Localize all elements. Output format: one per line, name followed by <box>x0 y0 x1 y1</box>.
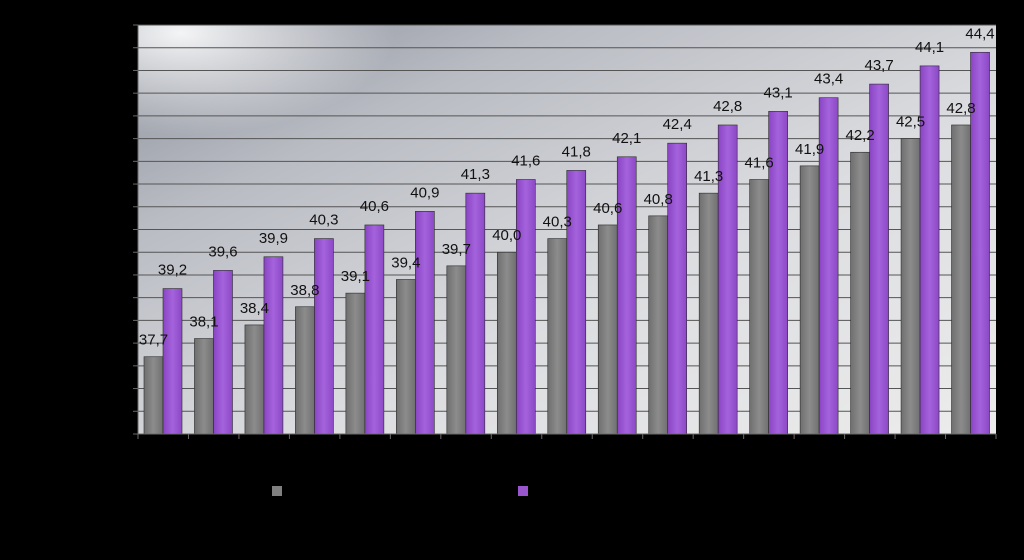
data-label-series-2: 41,6 <box>511 153 540 170</box>
data-label-series-2: 43,4 <box>814 71 843 88</box>
data-label-series-1: 40,0 <box>492 227 521 244</box>
bar-series-2 <box>515 179 536 435</box>
bar-series-2 <box>616 156 637 435</box>
bar-series-1 <box>345 292 366 435</box>
data-label-series-2: 43,7 <box>864 57 893 74</box>
bar-series-1 <box>698 192 719 435</box>
bar-series-1 <box>850 151 870 435</box>
data-label-series-1: 40,8 <box>644 191 673 208</box>
data-label-series-1: 38,1 <box>189 314 218 331</box>
bar-series-1 <box>547 238 568 435</box>
bar-series-2 <box>213 270 233 435</box>
bar-series-2 <box>263 256 284 435</box>
bar-series-1 <box>496 251 517 435</box>
data-label-series-1: 42,5 <box>896 114 925 131</box>
bar-series-1 <box>295 306 315 435</box>
data-labels: 37,7 39,2 38,1 39,6 38,4 39,9 38,8 40,3 39,1 40,6… <box>139 25 995 348</box>
bar-series-2 <box>162 288 183 435</box>
legend <box>272 486 528 496</box>
bar-series-1 <box>799 165 820 435</box>
bar-series <box>143 51 990 435</box>
data-label-series-1: 39,7 <box>442 241 471 258</box>
data-label-series-2: 39,9 <box>259 230 288 247</box>
data-label-series-2: 42,4 <box>663 116 692 133</box>
data-label-series-1: 42,8 <box>946 100 975 117</box>
data-label-series-1: 38,4 <box>240 300 269 317</box>
bar-series-1 <box>194 338 214 435</box>
data-label-series-1: 41,3 <box>694 168 723 185</box>
data-label-series-1: 41,9 <box>795 141 824 158</box>
bar-series-1 <box>597 224 618 435</box>
bar-series-2 <box>314 238 334 435</box>
bar-series-2 <box>465 192 486 435</box>
legend-swatch-series-1 <box>272 486 282 496</box>
bar-series-1 <box>648 215 669 435</box>
bar-series-2 <box>566 170 587 435</box>
bar-series-1 <box>446 265 467 435</box>
bar-series-1 <box>951 124 971 435</box>
data-label-series-2: 41,8 <box>562 143 591 160</box>
data-label-series-1: 42,2 <box>845 127 874 144</box>
data-label-series-1: 38,8 <box>290 282 319 299</box>
bar-series-1 <box>244 324 265 435</box>
bar-series-1 <box>396 279 416 435</box>
data-label-series-2: 40,6 <box>360 198 389 215</box>
bar-series-1 <box>900 138 921 435</box>
data-label-series-2: 40,9 <box>410 184 439 201</box>
data-label-series-1: 37,7 <box>139 332 168 349</box>
data-label-series-1: 40,3 <box>543 214 572 231</box>
axes <box>133 24 997 439</box>
data-label-series-2: 44,4 <box>965 25 994 42</box>
data-label-series-2: 42,1 <box>612 130 641 147</box>
bar-series-2 <box>364 224 385 435</box>
data-label-series-1: 41,6 <box>745 155 774 172</box>
data-label-series-1: 39,1 <box>341 268 370 285</box>
data-label-series-1: 39,4 <box>391 254 420 271</box>
data-label-series-2: 44,1 <box>915 39 944 56</box>
data-label-series-2: 40,3 <box>309 212 338 229</box>
data-label-series-2: 43,1 <box>764 84 793 101</box>
data-label-series-2: 39,6 <box>208 243 237 260</box>
bar-series-1 <box>749 179 769 435</box>
data-label-series-2: 42,8 <box>713 98 742 115</box>
bar-series-2 <box>667 142 688 435</box>
bar-series-1 <box>143 356 164 435</box>
legend-swatch-series-2 <box>518 486 528 496</box>
bar-series-2 <box>415 211 435 435</box>
data-label-series-2: 41,3 <box>461 166 490 183</box>
data-label-series-1: 40,6 <box>593 200 622 217</box>
data-label-series-2: 39,2 <box>158 262 187 279</box>
